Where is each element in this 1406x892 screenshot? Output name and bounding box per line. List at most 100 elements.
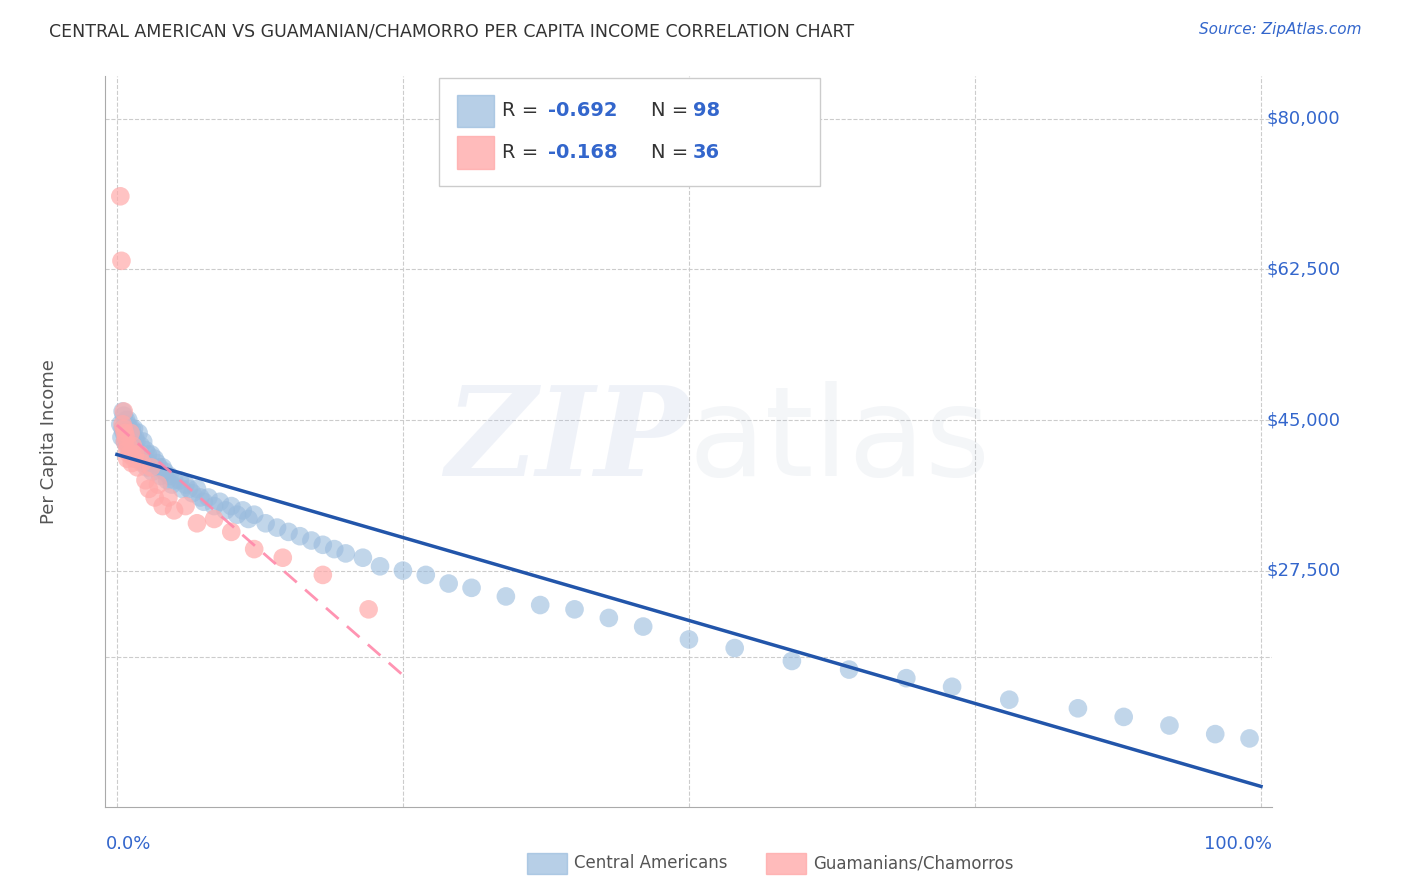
Point xyxy=(352,550,374,565)
Point xyxy=(335,546,357,560)
Point xyxy=(110,189,132,203)
Point xyxy=(111,417,134,432)
Point xyxy=(598,611,620,625)
Point xyxy=(254,516,277,531)
Point xyxy=(122,451,145,466)
Point xyxy=(115,430,138,444)
Text: CENTRAL AMERICAN VS GUAMANIAN/CHAMORRO PER CAPITA INCOME CORRELATION CHART: CENTRAL AMERICAN VS GUAMANIAN/CHAMORRO P… xyxy=(49,22,855,40)
Point xyxy=(1239,731,1261,746)
Point xyxy=(114,422,136,436)
Point xyxy=(163,473,186,487)
Point xyxy=(495,590,517,604)
Point xyxy=(214,503,236,517)
Point xyxy=(111,404,134,418)
Point xyxy=(125,434,148,449)
Point xyxy=(221,499,243,513)
Point xyxy=(153,465,176,479)
Point xyxy=(112,425,135,440)
Point xyxy=(122,422,145,436)
Point xyxy=(1112,710,1135,724)
Point xyxy=(138,482,160,496)
Point xyxy=(156,473,179,487)
Point xyxy=(114,425,136,440)
Point xyxy=(141,460,163,475)
Point xyxy=(117,413,139,427)
Point xyxy=(121,439,143,453)
Point xyxy=(437,576,460,591)
Point xyxy=(114,434,136,449)
Point xyxy=(138,456,160,470)
Text: Per Capita Income: Per Capita Income xyxy=(41,359,59,524)
Point xyxy=(146,456,169,470)
Text: $80,000: $80,000 xyxy=(1267,110,1340,128)
Text: $45,000: $45,000 xyxy=(1267,411,1341,429)
Text: ZIP: ZIP xyxy=(446,381,689,502)
Point xyxy=(186,482,208,496)
Text: 36: 36 xyxy=(693,143,720,162)
Point xyxy=(115,451,138,466)
Point xyxy=(120,443,142,458)
Point xyxy=(780,654,803,668)
Point xyxy=(564,602,586,616)
Point xyxy=(143,491,166,505)
Point xyxy=(121,422,143,436)
Point xyxy=(208,495,231,509)
Text: Source: ZipAtlas.com: Source: ZipAtlas.com xyxy=(1198,22,1361,37)
Point xyxy=(202,512,225,526)
Point xyxy=(115,443,138,458)
Point xyxy=(529,598,551,612)
Point xyxy=(312,568,335,582)
Point xyxy=(127,460,149,475)
Point xyxy=(299,533,322,548)
Point xyxy=(197,491,219,505)
Point xyxy=(152,499,174,513)
Point xyxy=(159,469,181,483)
Point xyxy=(724,641,747,656)
Point xyxy=(115,430,138,444)
Text: -0.168: -0.168 xyxy=(548,143,619,162)
Point xyxy=(1067,701,1090,715)
Point xyxy=(678,632,700,647)
Point xyxy=(1159,718,1181,732)
Point xyxy=(460,581,482,595)
Point xyxy=(112,422,135,436)
Point xyxy=(148,460,170,475)
Point xyxy=(122,447,145,461)
Point xyxy=(202,499,225,513)
Point xyxy=(136,447,159,461)
Point xyxy=(131,456,153,470)
Point xyxy=(243,542,266,557)
Point xyxy=(112,409,135,423)
Point xyxy=(896,671,918,685)
Point xyxy=(838,663,860,677)
Point xyxy=(110,430,132,444)
Point xyxy=(128,447,150,461)
Point xyxy=(120,425,142,440)
Point xyxy=(226,508,249,522)
Text: 98: 98 xyxy=(693,101,720,120)
Text: $62,500: $62,500 xyxy=(1267,260,1341,278)
Point xyxy=(124,447,146,461)
Text: R =: R = xyxy=(502,143,544,162)
Text: R =: R = xyxy=(502,101,544,120)
Point xyxy=(631,619,654,633)
Point xyxy=(143,451,166,466)
Point xyxy=(177,482,200,496)
Text: 0.0%: 0.0% xyxy=(105,835,150,853)
Text: 100.0%: 100.0% xyxy=(1205,835,1272,853)
Point xyxy=(124,439,146,453)
Text: -0.692: -0.692 xyxy=(548,101,617,120)
Point xyxy=(174,499,197,513)
Point xyxy=(238,512,260,526)
Point xyxy=(127,447,149,461)
Text: Guamanians/Chamorros: Guamanians/Chamorros xyxy=(813,855,1014,872)
Point xyxy=(129,439,152,453)
Point xyxy=(134,473,156,487)
Point xyxy=(152,460,174,475)
Point xyxy=(128,447,150,461)
Point xyxy=(243,508,266,522)
Point xyxy=(111,422,134,436)
Point xyxy=(135,460,157,475)
Point xyxy=(122,443,145,458)
Point xyxy=(134,456,156,470)
